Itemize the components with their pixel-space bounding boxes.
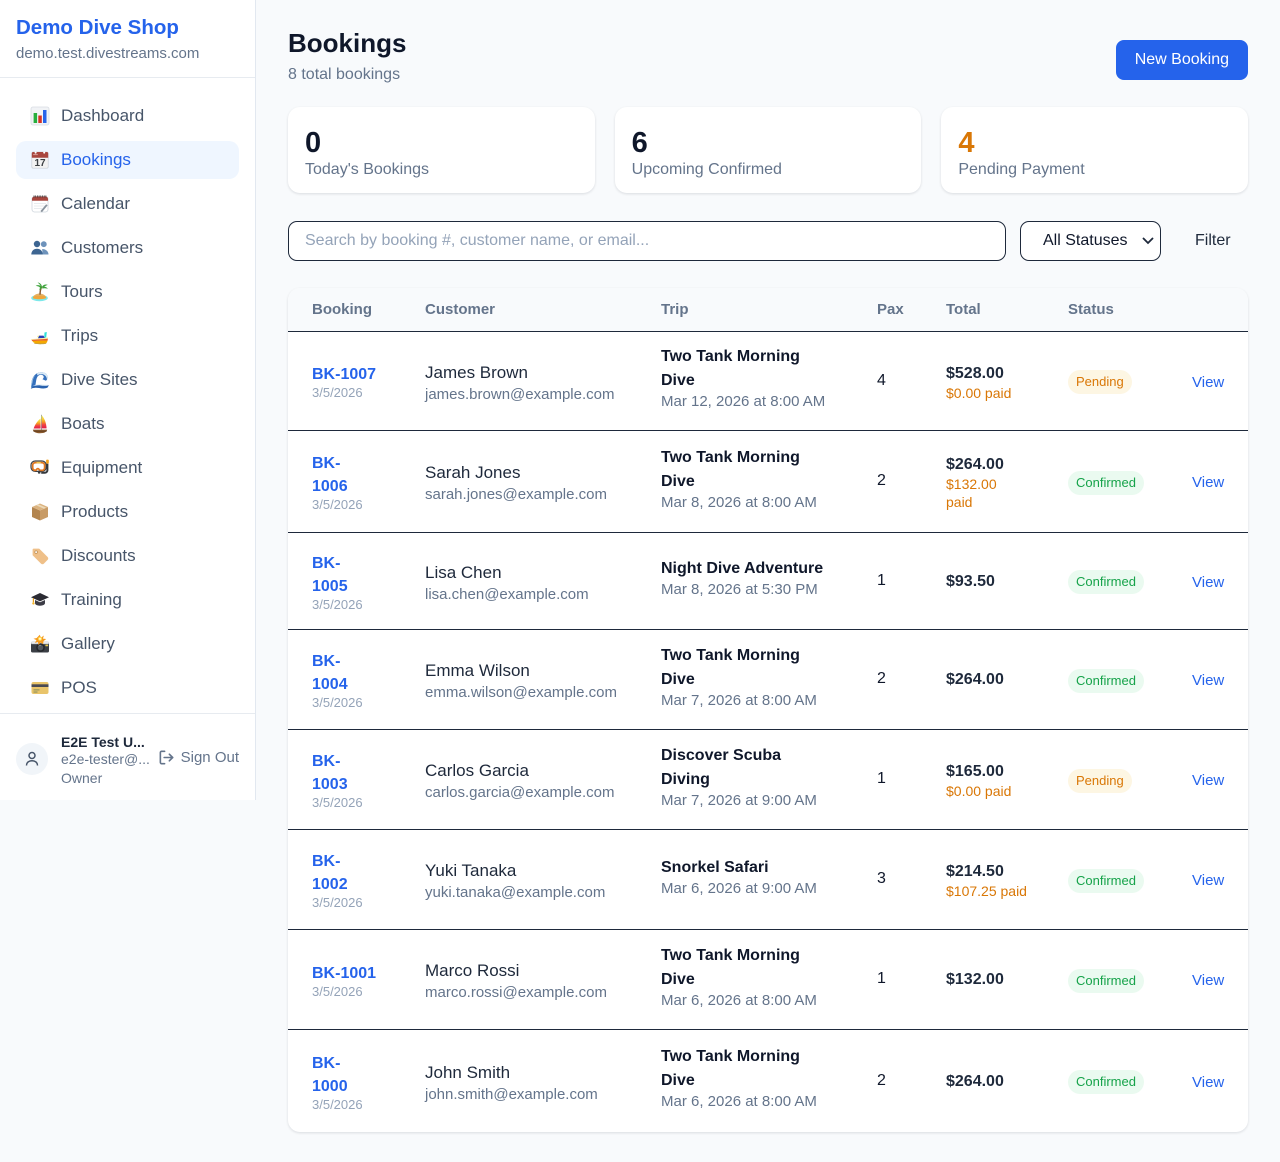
svg-text:17: 17 (34, 158, 46, 169)
